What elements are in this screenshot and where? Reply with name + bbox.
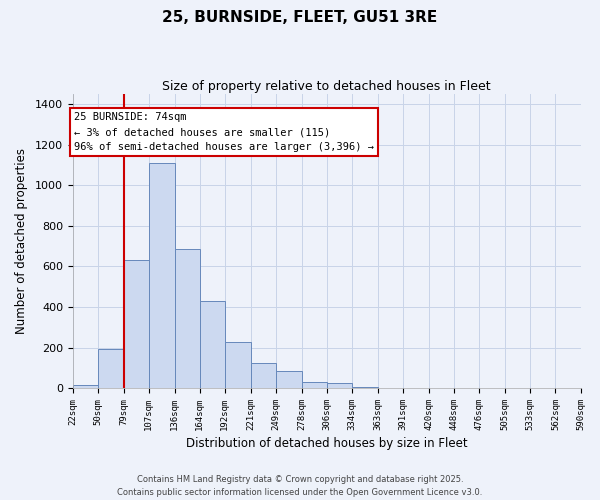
Bar bbox=[175, 249, 200, 388]
Y-axis label: Number of detached properties: Number of detached properties bbox=[15, 148, 28, 334]
Bar bbox=[73, 385, 98, 388]
Bar bbox=[352, 387, 377, 388]
Bar bbox=[124, 260, 149, 388]
Bar bbox=[326, 383, 352, 388]
Bar bbox=[225, 342, 251, 388]
Bar bbox=[149, 163, 175, 388]
Bar bbox=[251, 362, 275, 388]
X-axis label: Distribution of detached houses by size in Fleet: Distribution of detached houses by size … bbox=[186, 437, 467, 450]
Text: 25, BURNSIDE, FLEET, GU51 3RE: 25, BURNSIDE, FLEET, GU51 3RE bbox=[163, 10, 437, 25]
Bar bbox=[275, 371, 302, 388]
Text: 25 BURNSIDE: 74sqm
← 3% of detached houses are smaller (115)
96% of semi-detache: 25 BURNSIDE: 74sqm ← 3% of detached hous… bbox=[74, 112, 374, 152]
Text: Contains HM Land Registry data © Crown copyright and database right 2025.
Contai: Contains HM Land Registry data © Crown c… bbox=[118, 475, 482, 497]
Bar bbox=[302, 382, 326, 388]
Title: Size of property relative to detached houses in Fleet: Size of property relative to detached ho… bbox=[163, 80, 491, 93]
Bar bbox=[200, 301, 225, 388]
Bar bbox=[98, 348, 124, 388]
